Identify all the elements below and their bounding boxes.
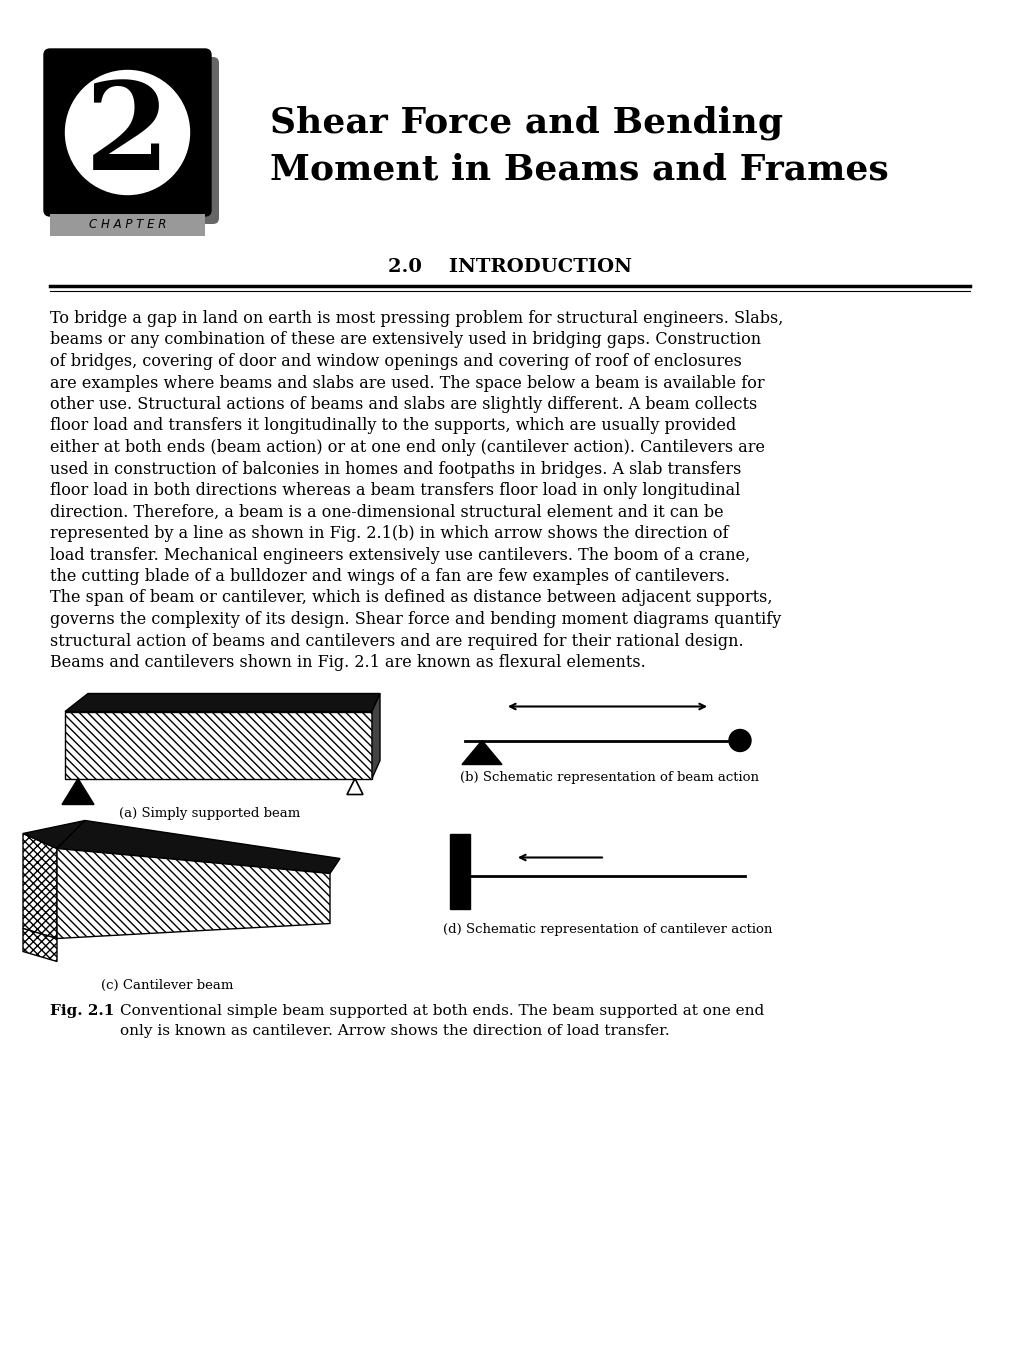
Polygon shape <box>23 833 57 939</box>
Text: The span of beam or cantilever, which is defined as distance between adjacent su: The span of beam or cantilever, which is… <box>50 590 771 606</box>
FancyBboxPatch shape <box>44 49 211 216</box>
Text: (d) Schematic representation of cantilever action: (d) Schematic representation of cantilev… <box>442 924 771 936</box>
Text: To bridge a gap in land on earth is most pressing problem for structural enginee: To bridge a gap in land on earth is most… <box>50 310 783 328</box>
Text: Shear Force and Bending: Shear Force and Bending <box>270 105 783 140</box>
Polygon shape <box>57 848 330 939</box>
Text: the cutting blade of a bulldozer and wings of a fan are few examples of cantilev: the cutting blade of a bulldozer and win… <box>50 568 730 584</box>
Polygon shape <box>346 779 363 795</box>
Polygon shape <box>57 821 339 874</box>
Circle shape <box>729 730 750 752</box>
Text: Fig. 2.1: Fig. 2.1 <box>50 1003 114 1018</box>
Polygon shape <box>23 821 85 848</box>
Bar <box>50 213 205 236</box>
Polygon shape <box>65 712 372 779</box>
Bar <box>449 833 470 909</box>
Text: (a) Simply supported beam: (a) Simply supported beam <box>119 806 301 819</box>
Text: load transfer. Mechanical engineers extensively use cantilevers. The boom of a c: load transfer. Mechanical engineers exte… <box>50 546 750 564</box>
Text: represented by a line as shown in Fig. 2.1(b) in which arrow shows the direction: represented by a line as shown in Fig. 2… <box>50 525 728 542</box>
Text: 2: 2 <box>85 77 170 196</box>
Text: Conventional simple beam supported at both ends. The beam supported at one end: Conventional simple beam supported at bo… <box>120 1003 763 1018</box>
Text: either at both ends (beam action) or at one end only (cantilever action). Cantil: either at both ends (beam action) or at … <box>50 439 764 457</box>
Text: governs the complexity of its design. Shear force and bending moment diagrams qu: governs the complexity of its design. Sh… <box>50 612 781 628</box>
Text: of bridges, covering of door and window openings and covering of roof of enclosu: of bridges, covering of door and window … <box>50 353 741 370</box>
FancyBboxPatch shape <box>52 57 219 224</box>
Polygon shape <box>23 928 57 962</box>
Text: 2.0    INTRODUCTION: 2.0 INTRODUCTION <box>387 258 632 276</box>
Circle shape <box>65 71 190 194</box>
Text: (b) Schematic representation of beam action: (b) Schematic representation of beam act… <box>460 771 759 784</box>
Polygon shape <box>65 693 380 712</box>
Text: (c) Cantilever beam: (c) Cantilever beam <box>101 978 233 992</box>
Polygon shape <box>462 741 501 765</box>
Text: C H A P T E R: C H A P T E R <box>89 219 166 231</box>
Text: are examples where beams and slabs are used. The space below a beam is available: are examples where beams and slabs are u… <box>50 375 764 391</box>
Polygon shape <box>372 693 380 779</box>
Text: Beams and cantilevers shown in Fig. 2.1 are known as flexural elements.: Beams and cantilevers shown in Fig. 2.1 … <box>50 654 645 671</box>
Text: floor load in both directions whereas a beam transfers floor load in only longit: floor load in both directions whereas a … <box>50 482 740 499</box>
Text: floor load and transfers it longitudinally to the supports, which are usually pr: floor load and transfers it longitudinal… <box>50 417 736 435</box>
Text: other use. Structural actions of beams and slabs are slightly different. A beam : other use. Structural actions of beams a… <box>50 395 756 413</box>
Text: Moment in Beams and Frames: Moment in Beams and Frames <box>270 154 888 188</box>
Text: used in construction of balconies in homes and footpaths in bridges. A slab tran: used in construction of balconies in hom… <box>50 461 741 477</box>
Text: only is known as cantilever. Arrow shows the direction of load transfer.: only is known as cantilever. Arrow shows… <box>120 1023 668 1037</box>
Text: direction. Therefore, a beam is a one-dimensional structural element and it can : direction. Therefore, a beam is a one-di… <box>50 503 722 520</box>
Polygon shape <box>62 779 94 805</box>
Text: structural action of beams and cantilevers and are required for their rational d: structural action of beams and cantileve… <box>50 632 743 650</box>
Text: beams or any combination of these are extensively used in bridging gaps. Constru: beams or any combination of these are ex… <box>50 332 760 348</box>
